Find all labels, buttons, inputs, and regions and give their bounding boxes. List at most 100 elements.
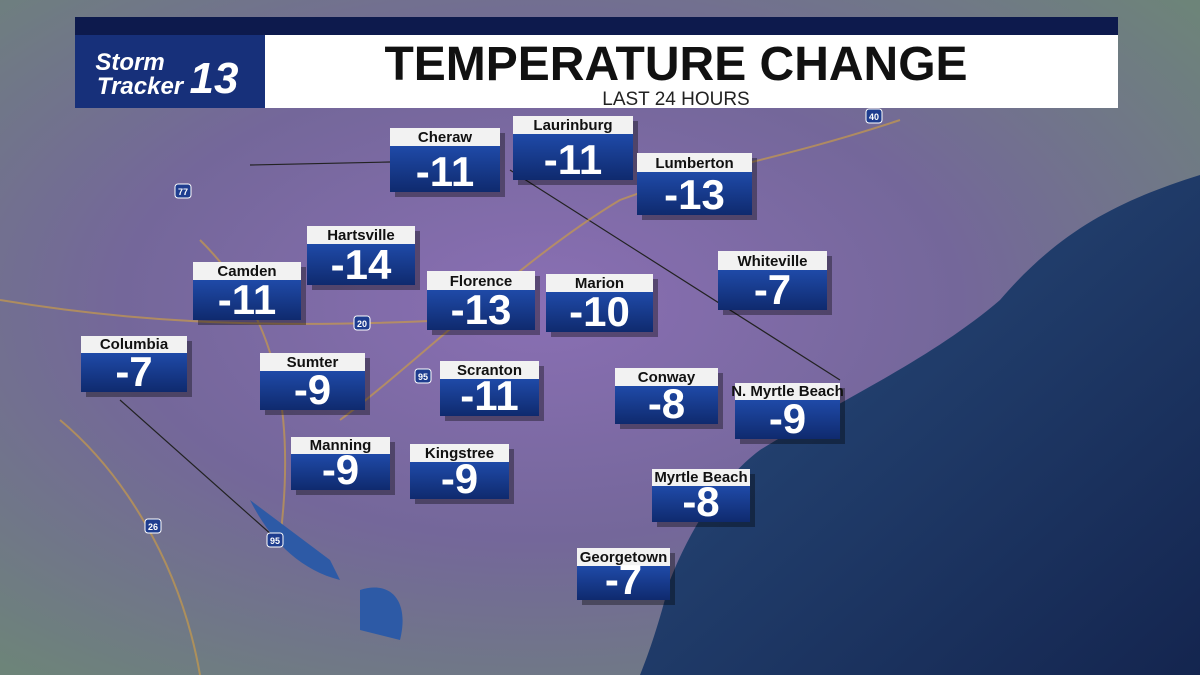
city-name: Manning: [310, 437, 372, 454]
roads: [0, 119, 901, 675]
city-name: Laurinburg: [533, 117, 612, 134]
city-name: Hartsville: [327, 227, 395, 244]
logo-number: 13: [190, 54, 239, 103]
city-value: -11: [460, 372, 518, 419]
city-value: -10: [569, 288, 630, 335]
logo-text: Tracker: [97, 73, 185, 100]
shield-label: 95: [270, 536, 280, 546]
name-box: [291, 437, 390, 454]
city-label: Georgetown-7: [577, 548, 675, 605]
name-box: [652, 469, 750, 486]
shield-icon: [144, 518, 162, 534]
shield-icon: [353, 315, 371, 331]
city-label: Manning-9: [291, 437, 395, 495]
city-value: -14: [331, 241, 392, 288]
city-label: Laurinburg -11: [513, 116, 638, 185]
shield-icon: [174, 183, 192, 199]
header-bar: [75, 17, 1118, 35]
city-value: -9: [769, 395, 806, 442]
city-label: Marion-10: [546, 274, 658, 337]
lakes: [250, 500, 403, 640]
city-name: Lumberton: [655, 155, 733, 172]
city-label: Cheraw -11: [390, 128, 505, 197]
value-box: [440, 379, 539, 416]
name-box: [735, 383, 840, 400]
city-name: Sumter: [287, 354, 339, 371]
city-label: Kingstree-9: [410, 444, 514, 504]
city-name: Myrtle Beach: [654, 469, 747, 486]
value-box: [513, 134, 633, 180]
name-box: [440, 361, 539, 379]
city-label: Florence-13: [427, 271, 540, 335]
city-name: Columbia: [100, 336, 169, 353]
city-label: Hartsville-14: [307, 226, 420, 290]
value-box: [81, 353, 187, 392]
city-name: N. Myrtle Beach: [731, 383, 844, 400]
name-box: [427, 271, 535, 290]
value-box: [427, 290, 535, 330]
name-box: [390, 128, 500, 146]
city-label: Sumter-9: [260, 353, 370, 415]
value-box: [193, 280, 301, 320]
city-value: -11: [544, 136, 602, 183]
name-box: [546, 274, 653, 292]
name-box: [193, 262, 301, 280]
city-label: N. Myrtle Beach-9: [731, 383, 845, 444]
city-name: Florence: [450, 273, 513, 290]
value-box: [577, 566, 670, 600]
name-box: [718, 251, 827, 270]
city-value: -11: [416, 148, 474, 195]
value-box: [307, 244, 415, 285]
logo-box: [75, 35, 265, 108]
value-box: [718, 270, 827, 310]
city-label: Lumberton-13: [637, 153, 757, 220]
value-box: [615, 386, 718, 424]
city-name: Marion: [575, 275, 624, 292]
city-value: -8: [648, 380, 685, 427]
shields: 77 20 95 26 95 40: [144, 108, 883, 548]
city-value: -9: [441, 455, 478, 502]
shield-label: 20: [357, 319, 367, 329]
logo-text: Storm: [95, 49, 164, 76]
city-name: Cheraw: [418, 129, 473, 146]
city-value: -13: [664, 171, 725, 218]
city-value: -9: [294, 366, 331, 413]
city-label: Whiteville-7: [718, 251, 832, 315]
city-name: Kingstree: [425, 445, 494, 462]
shield-label: 95: [418, 372, 428, 382]
header-panel: [265, 35, 1118, 108]
name-box: [410, 444, 509, 462]
ocean: [640, 175, 1200, 675]
shield-icon: [266, 532, 284, 548]
value-box: [652, 486, 750, 522]
city-value: -7: [605, 556, 642, 603]
shield-icon: [414, 368, 432, 384]
value-box: [637, 172, 752, 215]
shield-icon: [865, 108, 883, 124]
city-label: Columbia-7: [81, 336, 192, 397]
city-name: Conway: [638, 369, 696, 386]
value-box: [291, 454, 390, 490]
city-value: -7: [754, 266, 791, 313]
city-label: Scranton-11: [440, 361, 544, 421]
title: TEMPERATURE CHANGE: [384, 38, 967, 91]
city-value: -7: [115, 348, 152, 395]
city-name: Scranton: [457, 362, 522, 379]
city-label: Camden-11: [193, 262, 306, 325]
city-label: Myrtle Beach-8: [652, 469, 755, 527]
shield-label: 40: [869, 112, 879, 122]
name-box: [260, 353, 365, 371]
city-name: Whiteville: [737, 253, 807, 270]
name-box: [307, 226, 415, 244]
city-name: Georgetown: [580, 549, 668, 566]
city-value: -13: [451, 286, 512, 333]
name-box: [81, 336, 187, 353]
city-name: Camden: [217, 263, 276, 280]
name-box: [637, 153, 752, 172]
city-value: -9: [322, 446, 359, 493]
shield-label: 26: [148, 522, 158, 532]
subtitle: LAST 24 HOURS: [602, 89, 749, 110]
value-box: [410, 462, 509, 499]
